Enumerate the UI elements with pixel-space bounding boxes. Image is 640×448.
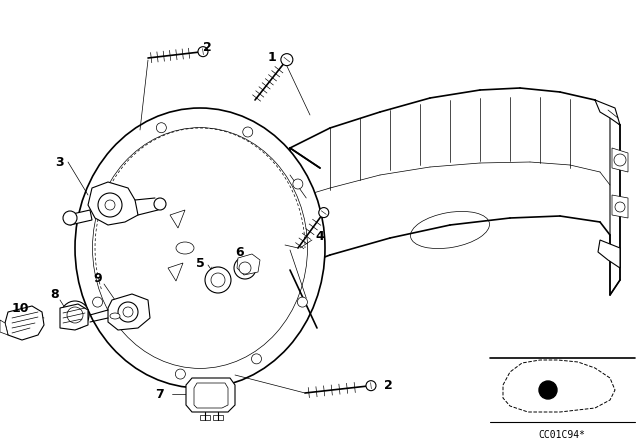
- Circle shape: [319, 207, 329, 218]
- Circle shape: [89, 199, 99, 209]
- Polygon shape: [612, 195, 628, 218]
- Polygon shape: [168, 263, 183, 281]
- Text: 4: 4: [316, 229, 324, 242]
- Polygon shape: [108, 294, 150, 330]
- Text: 9: 9: [93, 271, 102, 284]
- Text: CC01C94*: CC01C94*: [538, 430, 586, 440]
- Text: 8: 8: [51, 288, 60, 301]
- Polygon shape: [598, 240, 620, 268]
- Polygon shape: [612, 148, 628, 172]
- Ellipse shape: [176, 242, 194, 254]
- Circle shape: [298, 297, 307, 307]
- Circle shape: [105, 200, 115, 210]
- Circle shape: [539, 381, 557, 399]
- Polygon shape: [0, 320, 8, 335]
- Polygon shape: [170, 210, 185, 228]
- Circle shape: [98, 193, 122, 217]
- Polygon shape: [186, 378, 235, 412]
- Circle shape: [239, 262, 251, 274]
- Circle shape: [156, 123, 166, 133]
- Circle shape: [118, 302, 138, 322]
- Polygon shape: [595, 100, 620, 125]
- Polygon shape: [610, 112, 620, 295]
- Text: 7: 7: [156, 388, 164, 401]
- Polygon shape: [5, 306, 44, 340]
- Polygon shape: [88, 182, 138, 225]
- Ellipse shape: [110, 313, 120, 319]
- Circle shape: [93, 297, 102, 307]
- Circle shape: [175, 369, 186, 379]
- Circle shape: [63, 211, 77, 225]
- Circle shape: [123, 307, 133, 317]
- Circle shape: [281, 54, 293, 66]
- Text: 2: 2: [203, 40, 211, 53]
- Circle shape: [615, 202, 625, 212]
- Circle shape: [198, 47, 208, 56]
- Text: 10: 10: [12, 302, 29, 314]
- Circle shape: [211, 273, 225, 287]
- Circle shape: [154, 198, 166, 210]
- Circle shape: [234, 257, 256, 279]
- Text: 2: 2: [383, 379, 392, 392]
- Text: 3: 3: [56, 155, 64, 168]
- Text: 6: 6: [236, 246, 244, 258]
- Polygon shape: [200, 415, 210, 420]
- Circle shape: [205, 267, 231, 293]
- Circle shape: [61, 301, 89, 329]
- Ellipse shape: [75, 108, 325, 388]
- Circle shape: [614, 154, 626, 166]
- Polygon shape: [68, 210, 92, 225]
- Circle shape: [252, 354, 262, 364]
- Polygon shape: [237, 254, 260, 275]
- Polygon shape: [60, 304, 88, 330]
- Circle shape: [243, 127, 253, 137]
- Circle shape: [67, 307, 83, 323]
- Polygon shape: [213, 415, 223, 420]
- Circle shape: [366, 381, 376, 391]
- Polygon shape: [194, 383, 228, 408]
- Text: 5: 5: [196, 257, 204, 270]
- Text: 1: 1: [268, 51, 276, 64]
- Circle shape: [293, 179, 303, 189]
